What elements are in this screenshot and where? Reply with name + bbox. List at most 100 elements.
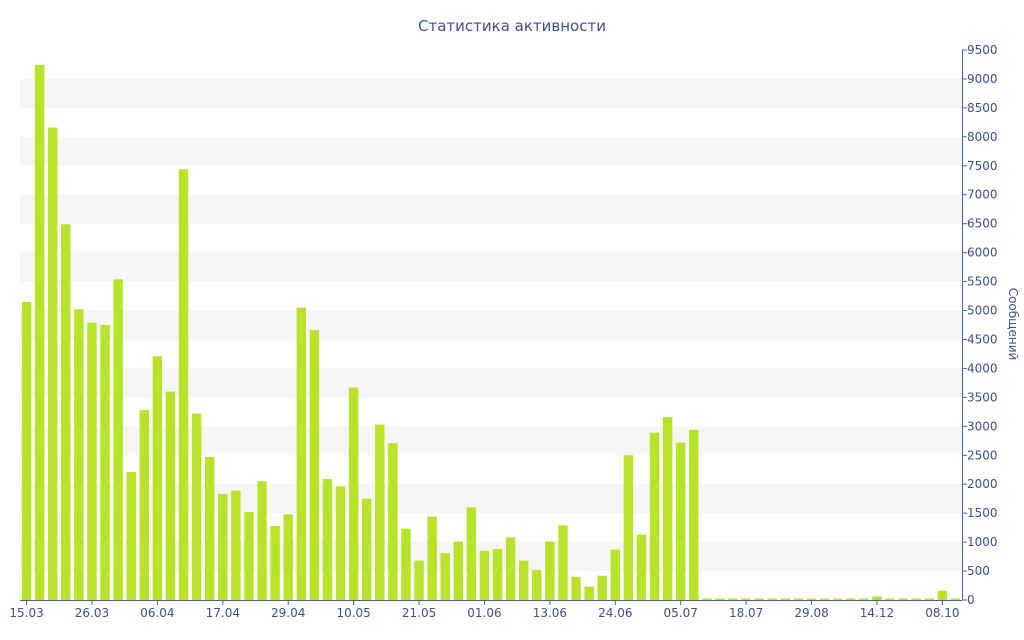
bar [453,541,464,600]
bar [898,598,908,600]
tick-labels: 0 500 1000 1500 2000 2500 3000 3500 4000 4500 5000… [9,43,997,620]
bar [859,598,869,600]
bar [885,598,895,600]
grid-band [20,426,962,456]
y-tick-label: 2500 [967,448,998,462]
x-tick-label: 24.06 [598,606,632,620]
y-tick-label: 5000 [967,304,998,318]
y-tick-label: 8000 [967,130,998,144]
bar [793,598,804,600]
bar [937,590,948,600]
bar [702,598,712,600]
y-tick-label: 4000 [967,361,998,375]
bar [270,525,280,600]
bar [47,127,58,600]
y-tick-label: 9500 [967,43,998,57]
bar [806,598,817,600]
bar [950,598,961,600]
bar [505,537,516,600]
grid-band [20,368,962,398]
bar [427,516,437,600]
y-tick-label: 8500 [967,101,998,115]
bar [361,498,372,600]
bar [466,507,477,600]
bar [204,457,215,600]
bar [440,553,450,600]
bar [872,596,882,600]
grid-band [20,310,962,340]
x-tick-label: 08.10 [925,606,959,620]
x-tick-label: 26.03 [75,606,109,620]
bar [518,560,529,600]
x-tick-label: 21.05 [402,606,436,620]
bar [610,549,621,600]
x-tick-label: 10.05 [336,606,370,620]
bar [584,586,594,600]
bar [191,413,202,600]
bar [34,65,45,601]
bar [819,598,830,600]
bar [767,598,778,600]
x-tick-label: 29.04 [271,606,305,620]
bar [283,514,293,600]
x-tick-label: 06.04 [140,606,174,620]
y-tick-label: 4500 [967,332,998,346]
bar [126,472,136,600]
grid-bands [20,78,962,572]
bar [21,301,32,600]
bar [832,598,843,600]
bar [218,494,228,600]
grid-band [20,78,962,108]
bar [348,387,359,600]
bar [152,356,163,600]
bar [87,322,97,600]
bar [571,576,581,600]
y-tick-label: 3000 [967,419,998,433]
grid-band [20,194,962,224]
bar [61,224,71,600]
bar [257,481,267,600]
bar [715,598,725,600]
y-tick-label: 1500 [967,506,998,520]
bar [401,528,411,600]
chart-title: Статистика активности [418,17,606,35]
bar [675,442,686,600]
grid-band [20,484,962,514]
x-tick-label: 01.06 [467,606,501,620]
bar [479,550,490,600]
x-tick-label: 17.04 [206,606,240,620]
bar [375,424,385,600]
y-tick-label: 6500 [967,217,998,231]
bar [689,429,699,600]
y-tick-label: 6000 [967,246,998,260]
bar [74,309,84,600]
axes [20,49,967,605]
bar [636,534,647,600]
x-tick-label: 14.12 [860,606,894,620]
bar [322,479,333,600]
x-tick-label: 13.06 [533,606,567,620]
bar [558,525,568,600]
x-tick-label: 29.08 [794,606,828,620]
y-tick-label: 3500 [967,390,998,404]
bar [178,169,189,600]
bar [545,541,555,600]
bar [113,279,123,600]
bar [335,486,346,600]
y-tick-label: 7000 [967,188,998,202]
bar [649,432,660,600]
y-tick-label: 1000 [967,535,998,549]
bar [231,490,241,600]
x-tick-label: 05.07 [664,606,698,620]
bar [741,598,751,600]
bar [388,443,398,600]
bar [846,598,856,600]
bar [780,598,791,600]
bar [662,417,673,600]
bar-series [21,65,961,601]
x-tick-label: 18.07 [729,606,763,620]
bar [139,410,150,600]
bar [492,549,503,600]
y-tick-label: 7500 [967,159,998,173]
